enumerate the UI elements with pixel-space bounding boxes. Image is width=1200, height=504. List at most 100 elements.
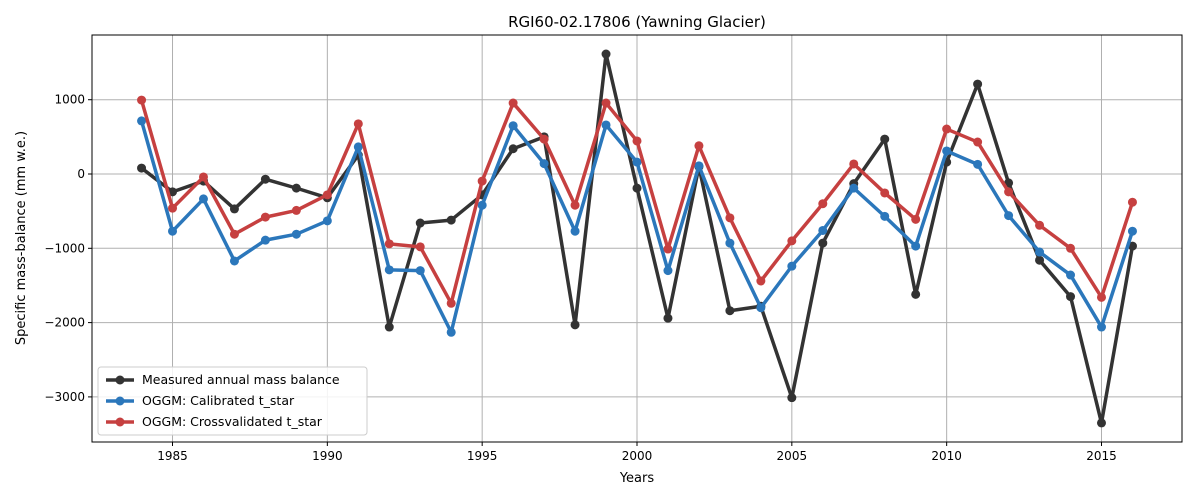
data-point [260,212,270,222]
data-point [384,322,394,332]
data-point [880,188,890,198]
data-point [260,174,270,184]
x-tick-label: 1985 [157,449,188,463]
data-point [1096,418,1106,428]
data-point [818,225,828,235]
data-point [415,218,425,228]
data-point [322,190,332,200]
data-point [291,183,301,193]
x-tick-label: 1995 [467,449,498,463]
data-point [787,261,797,271]
data-point [725,306,735,316]
data-point [539,134,549,144]
data-point [601,120,611,130]
data-point [508,98,518,108]
legend-marker [115,396,125,406]
data-point [1066,292,1076,302]
data-point [1035,247,1045,257]
data-point [570,320,580,330]
data-point [911,214,921,224]
data-point [973,159,983,169]
x-axis-label: Years [619,471,655,486]
data-point [198,194,208,204]
data-point [849,159,859,169]
data-point [787,393,797,403]
data-point [1096,292,1106,302]
data-point [880,134,890,144]
legend-marker [115,375,125,385]
data-point [818,199,828,209]
data-point [1035,220,1045,230]
data-point [1066,270,1076,280]
data-point [539,159,549,169]
data-point [508,121,518,131]
data-point [198,172,208,182]
data-point [229,204,239,214]
data-point [911,241,921,251]
data-point [1035,255,1045,265]
legend-label: OGGM: Calibrated t_star [142,393,295,408]
axis-ticks: 1985 1990 1995 2000 2005 2010 2015 1000 0 −1000 −2… [44,93,1116,463]
data-point [570,200,580,210]
data-point [137,116,147,126]
legend-label: Measured annual mass balance [142,372,340,387]
data-point [168,203,178,213]
data-point [632,136,642,146]
data-point [694,161,704,171]
x-tick-label: 1990 [312,449,343,463]
data-point [477,176,487,186]
x-tick-label: 2015 [1086,449,1117,463]
data-point [756,303,766,313]
data-point [601,98,611,108]
y-tick-label: 0 [77,167,85,181]
data-point [973,137,983,147]
data-point [1127,197,1137,207]
data-point [508,144,518,154]
data-point [725,238,735,248]
data-point [137,95,147,105]
data-point [415,242,425,252]
data-point [291,205,301,215]
chart-title: RGI60-02.17806 (Yawning Glacier) [508,13,766,31]
legend-frame [97,366,368,436]
data-point [446,298,456,308]
data-point [911,289,921,299]
data-point [942,146,952,156]
data-point [787,236,797,246]
x-tick-label: 2005 [777,449,808,463]
data-point [353,119,363,129]
data-point [353,142,363,152]
legend: Measured annual mass balance OGGM: Calibr… [97,366,368,436]
x-tick-label: 2000 [622,449,653,463]
series-group [137,49,1137,428]
y-tick-label: −1000 [44,241,85,255]
data-point [849,183,859,193]
data-point [168,226,178,236]
data-point [1096,322,1106,332]
series-1 [137,116,1137,337]
data-point [663,244,673,254]
data-point [973,79,983,89]
data-point [477,200,487,210]
data-point [1127,226,1137,236]
y-tick-label: −3000 [44,390,85,404]
data-point [818,238,828,248]
data-point [694,141,704,151]
y-tick-label: 1000 [54,93,85,107]
data-point [1004,211,1014,221]
data-point [446,327,456,337]
series-2 [137,95,1137,308]
data-point [663,313,673,323]
data-point [137,163,147,173]
data-point [1004,187,1014,197]
data-point [601,49,611,59]
data-point [446,215,456,225]
data-point [632,183,642,193]
data-point [229,229,239,239]
y-axis-label: Specific mass-balance (mm w.e.) [14,131,29,345]
data-point [756,276,766,286]
legend-label: OGGM: Crossvalidated t_star [142,414,323,429]
data-point [942,124,952,134]
data-point [1066,243,1076,253]
